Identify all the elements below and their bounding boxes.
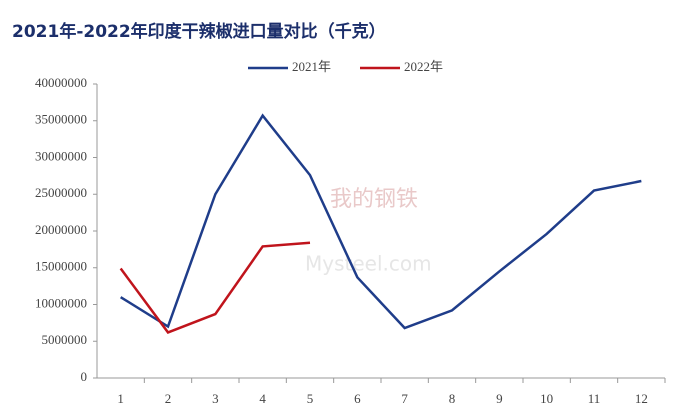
legend-label: 2021年 (292, 59, 331, 74)
series-line (119, 241, 311, 334)
x-tick-label: 7 (401, 391, 408, 406)
series-line (120, 113, 642, 330)
x-tick-label: 11 (588, 391, 601, 406)
x-tick-label: 5 (307, 391, 314, 406)
x-tick-label: 4 (259, 391, 266, 406)
x-tick-label: 8 (449, 391, 456, 406)
y-tick-label: 0 (81, 369, 88, 384)
legend-label: 2022年 (404, 59, 443, 74)
y-tick-label: 20000000 (35, 222, 87, 237)
y-tick-label: 30000000 (35, 148, 87, 163)
y-tick-label: 35000000 (35, 112, 87, 127)
x-tick-label: 3 (212, 391, 219, 406)
chart-title: 2021年-2022年印度干辣椒进口量对比（千克） (12, 21, 386, 42)
x-tick-label: 2 (165, 391, 172, 406)
y-tick-label: 15000000 (35, 259, 87, 274)
y-tick-label: 10000000 (35, 295, 87, 310)
x-tick-label: 9 (496, 391, 503, 406)
x-tick-label: 6 (354, 391, 361, 406)
x-tick-label: 12 (635, 391, 648, 406)
watermark: 我的钢铁 (330, 187, 418, 212)
x-tick-label: 1 (117, 391, 124, 406)
x-tick-label: 10 (540, 391, 553, 406)
watermark: Mysteel.com (305, 252, 432, 276)
y-tick-label: 5000000 (42, 332, 88, 347)
y-tick-label: 25000000 (35, 185, 87, 200)
y-tick-label: 40000000 (35, 75, 87, 90)
